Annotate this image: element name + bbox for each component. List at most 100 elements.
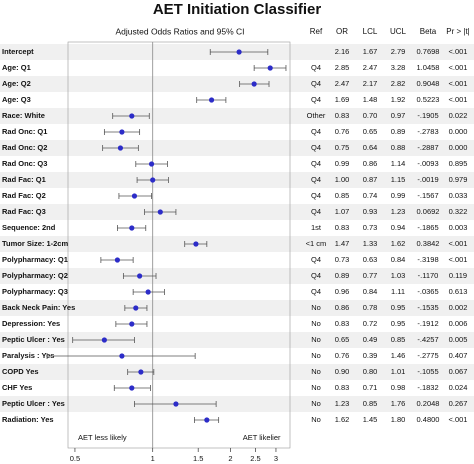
ref-cell: Q4 xyxy=(311,191,321,200)
lcl-cell: 0.74 xyxy=(363,191,378,200)
chart-subtitle: Adjusted Odds Ratios and 95% CI xyxy=(116,26,245,36)
ref-cell: Q4 xyxy=(311,95,321,104)
beta-cell: 0.3842 xyxy=(417,239,440,248)
lcl-cell: 0.64 xyxy=(363,143,378,152)
or-cell: 2.47 xyxy=(335,79,350,88)
or-cell: 1.47 xyxy=(335,239,350,248)
ref-cell: Other xyxy=(307,111,326,120)
or-cell: 0.83 xyxy=(335,111,350,120)
p-cell: 0.024 xyxy=(449,383,468,392)
p-cell: 0.000 xyxy=(449,143,468,152)
lcl-cell: 0.71 xyxy=(363,383,378,392)
lcl-cell: 0.77 xyxy=(363,271,378,280)
p-cell: <.001 xyxy=(449,239,468,248)
point-estimate xyxy=(101,337,107,343)
lcl-cell: 0.86 xyxy=(363,159,378,168)
lcl-cell: 0.93 xyxy=(363,207,378,216)
row-label: Age: Q1 xyxy=(2,63,31,72)
p-cell: 0.022 xyxy=(449,111,468,120)
p-cell: 0.895 xyxy=(449,159,468,168)
lcl-cell: 0.87 xyxy=(363,175,378,184)
lcl-cell: 1.48 xyxy=(363,95,378,104)
row-label: Tumor Size: 1-2cm xyxy=(2,239,68,248)
ucl-cell: 0.95 xyxy=(391,319,406,328)
or-cell: 0.83 xyxy=(335,223,350,232)
ucl-cell: 1.03 xyxy=(391,271,406,280)
row-label: Rad Onc: Q2 xyxy=(2,143,47,152)
beta-cell: 0.0692 xyxy=(417,207,440,216)
ref-cell: No xyxy=(311,383,321,392)
p-cell: 0.005 xyxy=(449,335,468,344)
lcl-cell: 0.65 xyxy=(363,127,378,136)
column-header: LCL xyxy=(363,27,378,36)
or-cell: 0.75 xyxy=(335,143,350,152)
row-band xyxy=(0,204,474,220)
row-label: Race: White xyxy=(2,111,45,120)
point-estimate xyxy=(119,353,125,359)
or-cell: 0.99 xyxy=(335,159,350,168)
p-cell: <.001 xyxy=(449,415,468,424)
beta-cell: 1.0458 xyxy=(417,63,440,72)
ref-cell: No xyxy=(311,319,321,328)
ucl-cell: 0.98 xyxy=(391,383,406,392)
lcl-cell: 0.49 xyxy=(363,335,378,344)
p-cell: 0.613 xyxy=(449,287,468,296)
point-estimate xyxy=(129,385,135,391)
or-cell: 0.76 xyxy=(335,351,350,360)
or-cell: 0.83 xyxy=(335,319,350,328)
point-estimate xyxy=(193,241,199,247)
row-label: Sequence: 2nd xyxy=(2,223,56,232)
beta-cell: -.0093 xyxy=(417,159,438,168)
row-label: Rad Fac: Q1 xyxy=(2,175,46,184)
beta-cell: -.1865 xyxy=(417,223,438,232)
row-band xyxy=(0,108,474,124)
or-cell: 0.96 xyxy=(335,287,350,296)
beta-cell: -.2887 xyxy=(417,143,438,152)
column-header: OR xyxy=(336,27,348,36)
point-estimate xyxy=(208,97,215,103)
row-label: Intercept xyxy=(2,47,34,56)
row-band xyxy=(0,300,474,316)
ucl-cell: 0.95 xyxy=(391,303,406,312)
lcl-cell: 0.84 xyxy=(363,287,378,296)
ref-cell: No xyxy=(311,303,321,312)
plot-frame xyxy=(67,41,291,449)
row-label: Depression: Yes xyxy=(2,319,60,328)
row-label: COPD Yes xyxy=(2,367,39,376)
lcl-cell: 0.39 xyxy=(363,351,378,360)
x-tick-label: 2 xyxy=(228,454,232,463)
lcl-cell: 0.63 xyxy=(363,255,378,264)
row-band xyxy=(0,140,474,156)
p-cell: 0.407 xyxy=(449,351,468,360)
ucl-cell: 1.14 xyxy=(391,159,406,168)
point-estimate xyxy=(145,289,151,295)
annotation: AET likelier xyxy=(243,433,281,442)
ucl-cell: 1.01 xyxy=(391,367,406,376)
ref-cell: Q4 xyxy=(311,207,321,216)
beta-cell: -.1832 xyxy=(417,383,438,392)
row-band xyxy=(0,236,474,252)
lcl-cell: 2.47 xyxy=(363,63,378,72)
ucl-cell: 0.94 xyxy=(391,223,406,232)
or-cell: 0.83 xyxy=(335,383,350,392)
beta-cell: -.1912 xyxy=(417,319,438,328)
ucl-cell: 3.28 xyxy=(391,63,406,72)
row-label: Age: Q2 xyxy=(2,79,31,88)
point-estimate xyxy=(119,129,125,135)
x-tick-label: 2.5 xyxy=(250,454,260,463)
point-estimate xyxy=(131,193,138,199)
p-cell: 0.267 xyxy=(449,399,468,408)
beta-cell: -.1535 xyxy=(417,303,438,312)
row-band xyxy=(0,396,474,412)
ref-cell: Q4 xyxy=(311,79,321,88)
beta-cell: 0.4800 xyxy=(417,415,440,424)
ucl-cell: 0.85 xyxy=(391,335,406,344)
p-cell: 0.119 xyxy=(449,271,467,280)
or-cell: 0.73 xyxy=(335,255,350,264)
beta-cell: -.2775 xyxy=(417,351,438,360)
lcl-cell: 0.72 xyxy=(363,319,378,328)
row-label: Peptic Ulcer : Yes xyxy=(2,335,65,344)
p-cell: 0.002 xyxy=(449,303,468,312)
or-cell: 0.76 xyxy=(335,127,350,136)
column-header: UCL xyxy=(390,27,407,36)
